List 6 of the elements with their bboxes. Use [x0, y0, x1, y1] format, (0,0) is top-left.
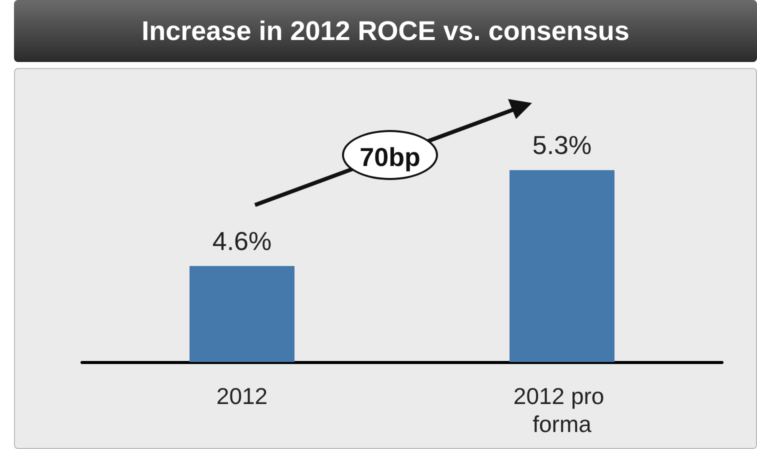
chart-title: Increase in 2012 ROCE vs. consensus	[14, 0, 757, 62]
x-tick-label: 2012 pro forma	[513, 383, 611, 437]
x-tick-label: 2012	[216, 383, 268, 409]
data-label: 5.3%	[532, 130, 592, 160]
data-label: 4.6%	[212, 226, 272, 256]
annotation: 70bp	[342, 130, 438, 180]
